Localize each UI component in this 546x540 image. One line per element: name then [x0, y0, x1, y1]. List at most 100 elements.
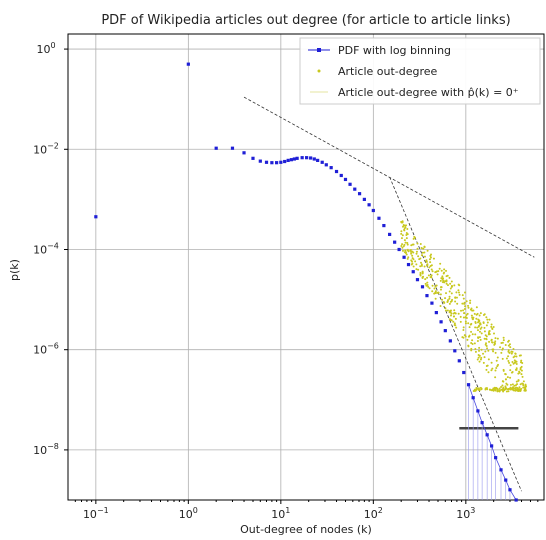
article-point — [514, 352, 517, 355]
article-point — [464, 335, 467, 338]
article-point — [520, 365, 523, 368]
article-point — [439, 305, 442, 308]
article-point — [412, 258, 415, 261]
pdf-point — [343, 177, 348, 182]
article-point — [462, 326, 465, 329]
article-point — [400, 232, 403, 235]
article-point — [461, 294, 464, 297]
article-point — [430, 276, 433, 279]
article-point — [421, 270, 424, 273]
article-point — [480, 388, 483, 391]
article-point — [483, 356, 486, 359]
article-point — [479, 338, 482, 341]
article-point — [464, 320, 467, 323]
article-point — [494, 369, 497, 372]
article-point — [494, 389, 497, 392]
article-point — [464, 322, 467, 325]
article-point — [471, 333, 474, 336]
article-point — [507, 388, 510, 391]
article-point — [401, 249, 404, 252]
article-point — [405, 234, 408, 237]
pdf-point — [415, 278, 420, 282]
article-point — [505, 357, 508, 360]
article-point — [421, 251, 424, 254]
article-point — [458, 291, 461, 294]
article-point — [410, 252, 413, 255]
article-point — [426, 281, 429, 284]
pdf-log-binning-series — [94, 62, 518, 502]
article-point — [415, 263, 418, 266]
article-point — [426, 249, 429, 252]
article-point — [515, 386, 518, 389]
article-point — [494, 351, 497, 354]
article-point — [401, 243, 404, 246]
pdf-point — [443, 329, 447, 333]
article-point — [461, 302, 464, 305]
article-point — [505, 390, 508, 393]
article-point — [430, 268, 433, 271]
article-point — [429, 256, 432, 259]
pdf-point — [258, 159, 262, 163]
article-point — [509, 383, 512, 386]
article-point — [478, 349, 481, 352]
article-point — [506, 376, 509, 379]
article-point — [434, 271, 437, 274]
article-point — [439, 288, 442, 291]
article-point — [509, 364, 512, 367]
article-point — [413, 235, 416, 238]
legend-label-article: Article out-degree — [338, 65, 438, 78]
article-point — [422, 247, 425, 250]
article-point — [411, 254, 414, 257]
article-point — [446, 309, 449, 312]
article-point — [439, 293, 442, 296]
pdf-point — [242, 151, 246, 155]
article-point — [478, 360, 481, 363]
pdf-point — [295, 156, 299, 160]
article-point — [517, 389, 520, 392]
article-point — [524, 389, 527, 392]
article-point — [488, 340, 491, 343]
pdf-point — [300, 156, 304, 160]
article-point — [420, 264, 423, 267]
article-point — [427, 274, 430, 277]
article-point — [491, 327, 494, 330]
article-point — [415, 250, 418, 253]
article-point — [495, 367, 498, 370]
article-point — [502, 336, 505, 339]
article-point — [506, 383, 509, 386]
article-point — [454, 317, 457, 320]
article-point — [478, 314, 481, 317]
article-point — [470, 341, 473, 344]
article-point — [468, 326, 471, 329]
article-point — [507, 360, 510, 363]
article-point — [508, 351, 511, 354]
article-point — [463, 308, 466, 311]
article-point — [490, 338, 493, 341]
article-point — [401, 221, 404, 224]
article-point — [446, 274, 449, 277]
article-point — [404, 249, 407, 252]
article-point — [425, 284, 428, 287]
article-point — [522, 384, 525, 387]
article-point — [457, 283, 460, 286]
article-point — [487, 331, 490, 334]
article-point — [457, 312, 460, 315]
article-point — [478, 336, 481, 339]
pdf-point — [448, 339, 452, 343]
article-point — [420, 254, 423, 257]
article-point — [488, 329, 491, 332]
article-point — [401, 225, 404, 228]
article-point — [518, 386, 521, 389]
article-point — [450, 280, 453, 283]
article-point — [419, 265, 422, 268]
article-point — [477, 388, 480, 391]
article-point — [516, 383, 519, 386]
article-point — [439, 286, 442, 289]
article-point — [449, 282, 452, 285]
article-point — [438, 267, 441, 270]
article-point — [487, 349, 490, 352]
pdf-point — [462, 370, 466, 375]
article-point — [409, 249, 412, 252]
article-point — [521, 382, 524, 385]
article-point — [428, 287, 431, 290]
